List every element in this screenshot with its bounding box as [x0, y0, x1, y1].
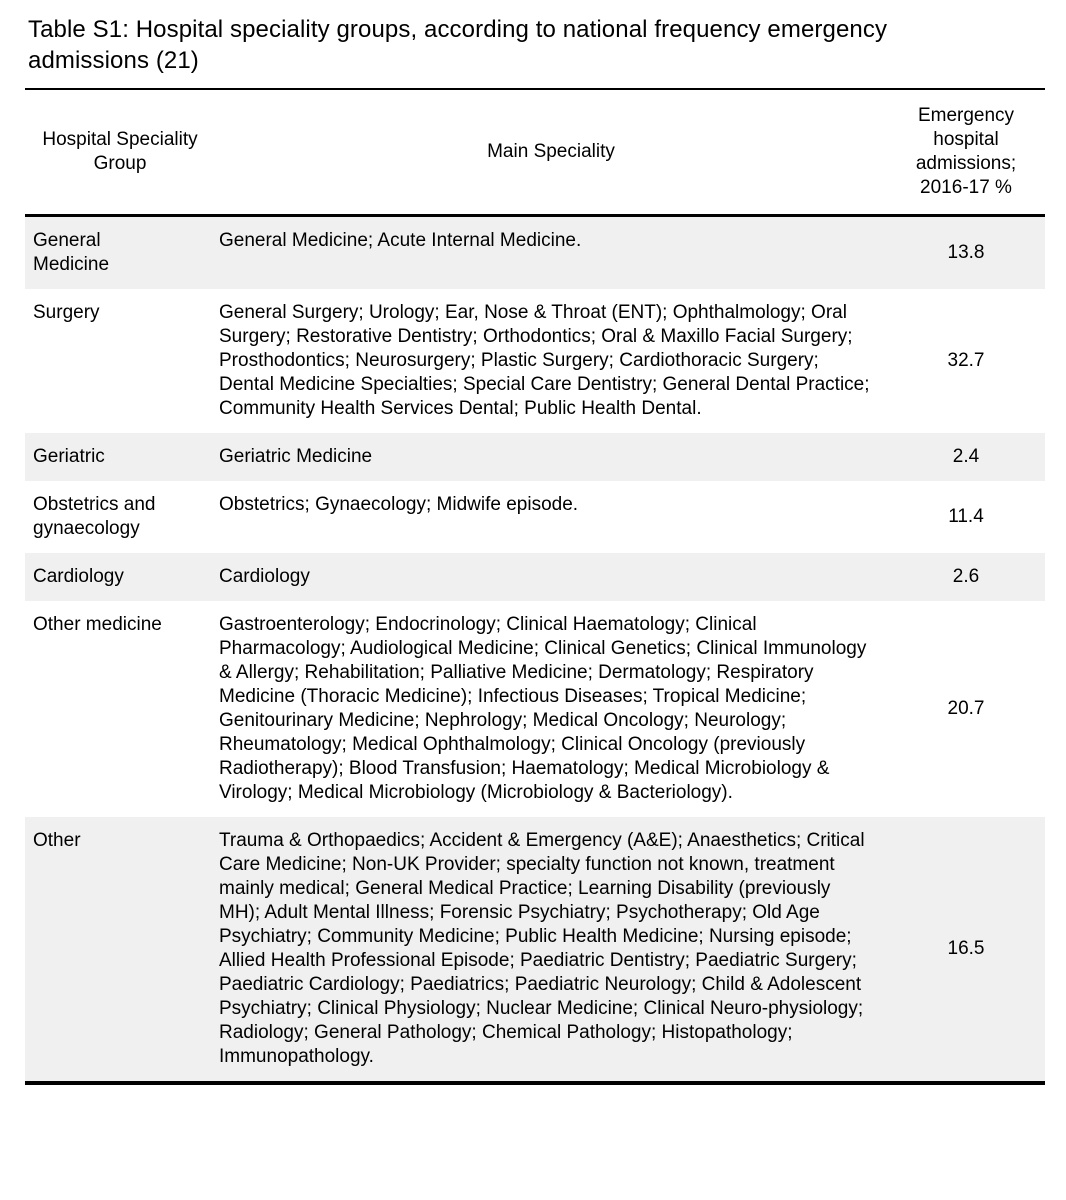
speciality-groups-table: Hospital Speciality Group Main Specialit…	[25, 88, 1045, 1085]
table-row: General Medicine General Medicine; Acute…	[25, 215, 1045, 289]
speciality-cell: Trauma & Orthopaedics; Accident & Emerge…	[219, 830, 865, 1067]
speciality-cell: Gastroenterology; Endocrinology; Clinica…	[219, 614, 867, 803]
group-cell: General Medicine	[33, 230, 110, 275]
admissions-value: 2.4	[952, 446, 980, 467]
table-row: Other medicine Gastroenterology; Endocri…	[25, 601, 1045, 817]
column-header-group: Hospital Speciality Group	[25, 89, 215, 217]
admissions-value: 16.5	[947, 938, 985, 959]
speciality-cell: Cardiology	[219, 566, 310, 587]
admissions-value: 2.6	[952, 566, 980, 587]
speciality-cell: Obstetrics; Gynaecology; Midwife episode…	[219, 494, 579, 515]
column-header-speciality: Main Speciality	[215, 89, 887, 217]
group-cell: Other	[33, 830, 81, 851]
table-row: Geriatric Geriatric Medicine 2.4	[25, 433, 1045, 481]
admissions-value: 20.7	[947, 698, 985, 719]
header-row: Hospital Speciality Group Main Specialit…	[25, 89, 1045, 217]
column-header-admissions-label: Emergency hospital admissions; 2016-17 %	[915, 105, 1017, 198]
column-header-speciality-label: Main Speciality	[487, 141, 615, 162]
table-row: Obstetrics and gynaecology Obstetrics; G…	[25, 481, 1045, 553]
group-cell: Other medicine	[33, 614, 162, 635]
group-cell: Geriatric	[33, 446, 105, 467]
speciality-cell: General Medicine; Acute Internal Medicin…	[219, 230, 582, 251]
table-body: General Medicine General Medicine; Acute…	[25, 215, 1045, 1083]
table-row: Other Trauma & Orthopaedics; Accident & …	[25, 817, 1045, 1083]
admissions-value: 11.4	[948, 506, 984, 527]
table-row: Surgery General Surgery; Urology; Ear, N…	[25, 289, 1045, 433]
group-cell: Obstetrics and gynaecology	[33, 494, 156, 539]
admissions-value: 32.7	[947, 350, 985, 371]
group-cell: Surgery	[33, 302, 100, 323]
speciality-cell: General Surgery; Urology; Ear, Nose & Th…	[219, 302, 870, 419]
column-header-admissions: Emergency hospital admissions; 2016-17 %	[887, 89, 1045, 217]
speciality-cell: Geriatric Medicine	[219, 446, 373, 467]
table-title: Table S1: Hospital speciality groups, ac…	[28, 16, 888, 74]
table-header: Hospital Speciality Group Main Specialit…	[25, 89, 1045, 217]
column-header-group-label: Hospital Speciality Group	[42, 129, 198, 174]
table-row: Cardiology Cardiology 2.6	[25, 553, 1045, 601]
group-cell: Cardiology	[33, 566, 124, 587]
admissions-value: 13.8	[947, 242, 985, 263]
